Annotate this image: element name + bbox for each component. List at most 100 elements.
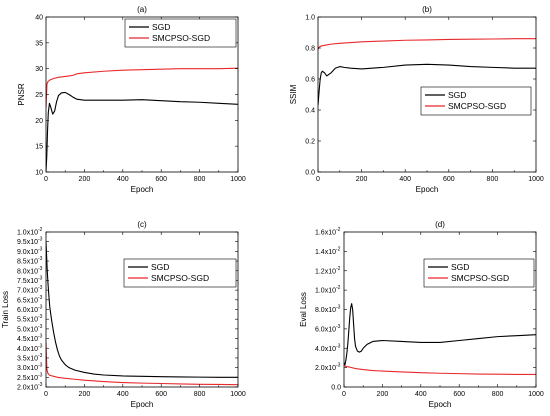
y-tick-label: 4.0x10 [315, 346, 336, 353]
x-tick-label: 600 [453, 391, 465, 398]
y-tick-label: 6.0x10 [315, 326, 336, 333]
x-tick-label: 200 [79, 391, 91, 398]
y-tick-label: 8.0x10 [315, 307, 336, 314]
legend-entry: SMCPSO-SGD [151, 273, 209, 283]
y-tick-label: 0.4 [305, 108, 315, 115]
panel-label: (c) [137, 220, 147, 229]
y-tick-label: 40 [35, 15, 43, 22]
x-tick-label: 400 [117, 176, 129, 183]
y-tick-label: 1.2x10 [315, 268, 336, 275]
x-tick-label: 0 [44, 176, 48, 183]
y-tick-label: 25 [35, 92, 43, 99]
x-axis-title: Epoch [131, 400, 154, 409]
y-tick-exponent: -3 [38, 285, 43, 291]
y-tick-label: 2.0x10 [315, 365, 336, 372]
panel-label: (b) [422, 5, 432, 14]
y-tick-exponent: -3 [38, 246, 43, 252]
x-tick-label: 800 [194, 176, 206, 183]
y-tick-label: 1.4x10 [315, 249, 336, 256]
y-tick-exponent: -3 [38, 266, 43, 272]
y-axis-title: Train Loss [1, 291, 10, 328]
x-tick-label: 200 [356, 176, 368, 183]
x-tick-label: 800 [194, 391, 206, 398]
y-tick-label: 7.5x10 [17, 278, 38, 285]
y-tick-exponent: -3 [336, 363, 341, 369]
y-tick-exponent: -3 [38, 305, 43, 311]
x-tick-label: 600 [443, 176, 455, 183]
y-tick-exponent: -2 [336, 285, 341, 291]
x-tick-label: 0 [316, 176, 320, 183]
y-tick-label: 1.0x10 [17, 230, 38, 237]
y-tick-label: 15 [35, 144, 43, 151]
y-tick-exponent: -3 [38, 295, 43, 301]
y-tick-label: 2.5x10 [17, 375, 38, 382]
y-tick-label: 0.0 [305, 170, 315, 177]
x-tick-label: 1000 [230, 391, 246, 398]
x-tick-label: 800 [492, 391, 504, 398]
series-line-sgd [318, 63, 536, 106]
y-tick-label: 1.0x10 [315, 288, 336, 295]
y-tick-label: 30 [35, 66, 43, 73]
legend-entry: SGD [448, 90, 466, 100]
y-tick-exponent: -3 [38, 314, 43, 320]
y-tick-exponent: -3 [38, 382, 43, 388]
y-tick-label: 20 [35, 118, 43, 125]
y-tick-exponent: -3 [336, 324, 341, 330]
y-tick-label: 5.5x10 [17, 317, 38, 324]
y-tick-label: 35 [35, 40, 43, 47]
y-tick-label: 4.0x10 [17, 346, 38, 353]
x-tick-label: 400 [117, 391, 129, 398]
x-tick-label: 400 [399, 176, 411, 183]
series-line-sgd [344, 303, 536, 366]
y-tick-label: 3.0x10 [17, 365, 38, 372]
legend-entry: SMCPSO-SGD [451, 273, 509, 283]
x-tick-label: 200 [79, 176, 91, 183]
x-tick-label: 800 [487, 176, 499, 183]
y-tick-label: 1.6x10 [315, 230, 336, 237]
y-tick-exponent: -3 [38, 275, 43, 281]
y-tick-label: 4.5x10 [17, 336, 38, 343]
x-tick-label: 400 [415, 391, 427, 398]
x-tick-label: 1000 [230, 176, 246, 183]
y-tick-exponent: -3 [336, 305, 341, 311]
legend-box [423, 258, 535, 288]
series-line-smcpso-sgd [318, 38, 536, 50]
y-tick-label: 9.0x10 [17, 249, 38, 256]
y-tick-exponent: -2 [336, 227, 341, 233]
plot-frame [343, 231, 537, 388]
y-tick-label: 1.0 [305, 15, 315, 22]
x-tick-label: 0 [342, 391, 346, 398]
y-tick-label: 8.5x10 [17, 259, 38, 266]
x-tick-label: 1000 [528, 391, 544, 398]
y-tick-label: 0.8 [305, 46, 315, 53]
y-tick-exponent: -3 [38, 256, 43, 262]
panel-label: (d) [435, 220, 445, 229]
y-tick-exponent: -3 [38, 353, 43, 359]
legend-box [420, 86, 532, 116]
y-tick-exponent: -3 [38, 237, 43, 243]
series-line-smcpso-sgd [46, 67, 238, 108]
x-tick-label: 600 [155, 176, 167, 183]
x-tick-label: 200 [377, 391, 389, 398]
y-axis-title: Eval Loss [299, 292, 308, 327]
legend-entry: SGD [152, 22, 170, 32]
x-tick-label: 0 [44, 391, 48, 398]
y-tick-label: 3.5x10 [17, 355, 38, 362]
x-tick-label: 600 [155, 391, 167, 398]
y-tick-exponent: -3 [336, 343, 341, 349]
y-tick-exponent: -2 [38, 227, 43, 233]
y-tick-label: 6.5x10 [17, 297, 38, 304]
y-tick-exponent: -3 [38, 343, 43, 349]
plot-frame [45, 231, 239, 388]
legend-entry: SGD [151, 262, 169, 272]
legend-entry: SGD [451, 262, 469, 272]
y-tick-label: 10 [35, 170, 43, 177]
y-tick-label: 2.0x10 [17, 385, 38, 392]
series-line-sgd [46, 241, 238, 378]
y-axis-title: SSIM [289, 84, 298, 104]
